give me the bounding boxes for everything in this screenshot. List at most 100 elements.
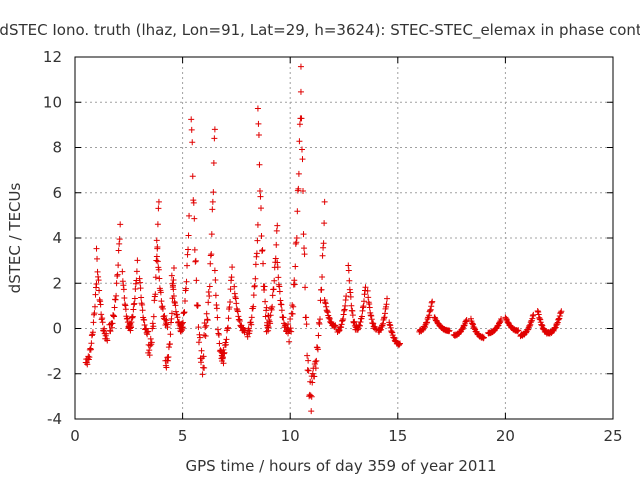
- data-point-plus: [274, 259, 281, 266]
- data-point-plus: [173, 311, 180, 318]
- data-point-plus: [366, 300, 373, 307]
- x-tick-label: 5: [178, 427, 188, 445]
- data-point-plus: [133, 277, 140, 284]
- data-point-plus: [258, 233, 265, 240]
- data-point-plus: [368, 316, 375, 323]
- data-point-plus: [224, 325, 231, 332]
- data-point-plus: [111, 313, 118, 320]
- data-point-plus: [134, 257, 141, 264]
- data-point-plus: [463, 318, 470, 325]
- data-point-plus: [84, 361, 91, 368]
- data-point-plus: [101, 325, 108, 332]
- data-point-plus: [231, 283, 238, 290]
- data-point-plus: [188, 116, 195, 123]
- data-point-plus: [390, 334, 397, 341]
- data-point-plus: [97, 298, 104, 305]
- data-point-plus: [99, 319, 106, 326]
- data-point-plus: [274, 264, 281, 271]
- data-point-plus: [428, 299, 435, 306]
- data-point-plus: [165, 354, 172, 361]
- data-point-plus: [103, 335, 110, 342]
- data-point-plus: [127, 323, 134, 330]
- data-point-plus: [233, 305, 240, 312]
- y-tick-label: 6: [52, 184, 62, 202]
- data-point-plus: [204, 317, 211, 324]
- data-point-plus: [210, 189, 217, 196]
- data-point-plus: [115, 247, 122, 254]
- data-point-plus: [204, 316, 211, 323]
- data-point-plus: [210, 159, 217, 166]
- data-point-plus: [150, 323, 157, 330]
- data-point-plus: [147, 342, 154, 349]
- data-point-plus: [321, 220, 328, 227]
- data-point-plus: [309, 379, 316, 386]
- data-point-plus: [189, 173, 196, 180]
- data-point-plus: [90, 319, 97, 326]
- y-tick-label: 10: [43, 93, 62, 111]
- data-point-plus: [535, 308, 542, 315]
- data-point-plus: [148, 339, 155, 346]
- data-point-plus: [262, 298, 269, 305]
- data-point-plus: [154, 221, 161, 228]
- y-tick-label: -2: [47, 365, 62, 383]
- data-point-plus: [459, 326, 466, 333]
- data-point-plus: [361, 291, 368, 298]
- data-point-plus: [292, 263, 299, 270]
- data-point-plus: [113, 292, 120, 299]
- data-point-plus: [232, 295, 239, 302]
- data-point-plus: [122, 302, 129, 309]
- data-point-plus: [177, 328, 184, 335]
- data-point-plus: [164, 321, 171, 328]
- data-point-plus: [298, 146, 305, 153]
- x-tick-label: 10: [281, 427, 300, 445]
- data-point-plus: [302, 284, 309, 291]
- data-point-plus: [235, 313, 242, 320]
- data-point-plus: [233, 300, 240, 307]
- data-point-plus: [213, 302, 220, 309]
- data-point-plus: [108, 324, 115, 331]
- data-point-plus: [162, 320, 169, 327]
- data-point-plus: [320, 244, 327, 251]
- data-point-plus: [480, 334, 487, 341]
- data-point-plus: [170, 293, 177, 300]
- data-point-plus: [113, 280, 120, 287]
- data-point-plus: [269, 292, 276, 299]
- data-point-plus: [251, 283, 258, 290]
- data-point-plus: [211, 135, 218, 142]
- data-point-plus: [295, 185, 302, 192]
- data-point-plus: [212, 292, 219, 299]
- data-point-plus: [154, 258, 161, 265]
- data-point-plus: [208, 251, 215, 258]
- data-point-plus: [168, 310, 175, 317]
- data-point-plus: [267, 312, 274, 319]
- data-point-plus: [250, 292, 257, 299]
- data-point-plus: [326, 315, 333, 322]
- y-tick-label: -4: [47, 410, 62, 428]
- data-point-plus: [203, 310, 210, 317]
- data-point-plus: [312, 358, 319, 365]
- data-point-plus: [424, 319, 431, 326]
- data-point-plus: [227, 298, 234, 305]
- data-point-plus: [115, 262, 122, 269]
- data-point-plus: [316, 321, 323, 328]
- data-point-plus: [143, 329, 150, 336]
- data-point-plus: [527, 321, 534, 328]
- data-point-plus: [155, 266, 162, 273]
- data-point-plus: [267, 320, 274, 327]
- data-point-plus: [111, 304, 118, 311]
- data-point-plus: [114, 271, 121, 278]
- data-point-plus: [161, 312, 168, 319]
- data-point-plus: [178, 320, 185, 327]
- data-point-plus: [305, 357, 312, 364]
- data-point-plus: [254, 221, 261, 228]
- data-point-plus: [181, 309, 188, 316]
- data-point-plus: [347, 289, 354, 296]
- data-point-plus: [280, 314, 287, 321]
- data-point-plus: [537, 316, 544, 323]
- data-point-plus: [536, 315, 543, 322]
- data-point-plus: [137, 285, 144, 292]
- data-point-plus: [296, 138, 303, 145]
- data-point-plus: [144, 331, 151, 338]
- data-point-plus: [87, 346, 94, 353]
- y-tick-label: 12: [43, 48, 62, 66]
